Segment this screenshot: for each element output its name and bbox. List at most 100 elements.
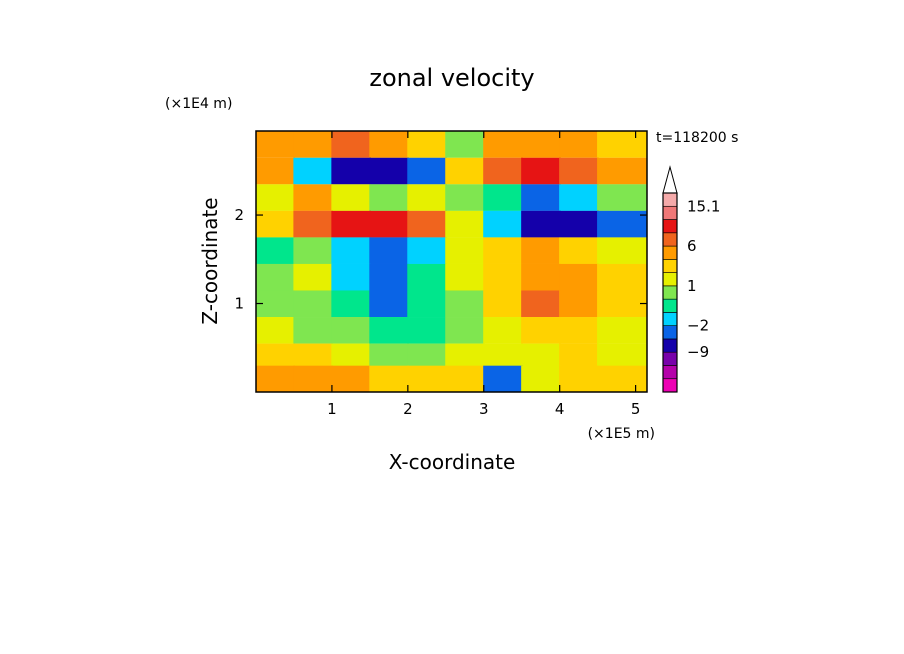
heatmap-cell xyxy=(256,184,296,211)
colorbar-label: 15.1 xyxy=(687,197,720,215)
heatmap-cell xyxy=(293,157,333,185)
heatmap-cell xyxy=(597,365,647,392)
colorbar-swatch xyxy=(662,312,678,326)
time-label: t=118200 s xyxy=(656,130,738,146)
colorbar-swatch xyxy=(662,365,678,380)
heatmap-cell xyxy=(597,317,647,344)
heatmap-cell xyxy=(331,365,371,392)
heatmap-cell xyxy=(331,290,371,318)
colorbar-swatch xyxy=(662,285,678,300)
heatmap-cell xyxy=(407,210,447,238)
heatmap-cell xyxy=(293,237,333,264)
colorbar-swatch xyxy=(662,245,678,260)
heatmap-cell xyxy=(483,157,523,185)
heatmap-cell xyxy=(559,290,599,318)
heatmap-cell xyxy=(521,184,561,211)
heatmap-cell xyxy=(293,210,333,238)
heatmap-cell xyxy=(483,263,523,291)
heatmap-cell xyxy=(559,365,599,392)
x-tick-label: 3 xyxy=(479,400,489,418)
heatmap-cell xyxy=(331,131,371,158)
heatmap-cell xyxy=(445,290,485,318)
heatmap-cell xyxy=(559,263,599,291)
heatmap-cell xyxy=(521,263,561,291)
heatmap-cell xyxy=(293,263,333,291)
heatmap-cell xyxy=(407,237,447,264)
heatmap-cell xyxy=(521,365,561,392)
x-tick-label: 1 xyxy=(327,400,337,418)
heatmap-cell xyxy=(597,290,647,318)
heatmap-cell xyxy=(445,184,485,211)
heatmap-cell xyxy=(256,263,296,291)
heatmap-cell xyxy=(331,317,371,344)
heatmap-cell xyxy=(445,263,485,291)
colorbar-swatch xyxy=(662,338,678,353)
heatmap-cell xyxy=(293,131,333,158)
chart-title: zonal velocity xyxy=(369,64,534,92)
heatmap-cell xyxy=(521,237,561,264)
heatmap-cell xyxy=(331,263,371,291)
plot-frame xyxy=(255,130,648,393)
heatmap-cell xyxy=(407,365,447,392)
heatmap-cell xyxy=(331,157,371,185)
heatmap-cell xyxy=(597,184,647,211)
heatmap-cell xyxy=(521,210,561,238)
colorbar-label: 1 xyxy=(687,277,697,295)
y-axis-label: Z-coordinate xyxy=(198,197,222,324)
heatmap-cell xyxy=(369,157,409,185)
heatmap-cell xyxy=(369,365,409,392)
heatmap-cell xyxy=(521,290,561,318)
colorbar-label: −2 xyxy=(687,317,709,335)
heatmap-cell xyxy=(331,237,371,264)
colorbar-swatch xyxy=(662,219,678,234)
colorbar-swatch xyxy=(662,272,678,287)
heatmap-cell xyxy=(521,157,561,185)
colorbar-swatch xyxy=(662,298,678,313)
heatmap-cell xyxy=(597,210,647,238)
heatmap-cell xyxy=(483,210,523,238)
heatmap-cell xyxy=(483,317,523,344)
y-axis-ticks: 12 xyxy=(234,206,647,313)
y-tick-label: 2 xyxy=(234,206,244,224)
heatmap-cell xyxy=(483,237,523,264)
heatmap-cell xyxy=(331,184,371,211)
colorbar-swatch xyxy=(662,205,678,220)
heatmap-cell xyxy=(369,317,409,344)
heatmap-cell xyxy=(559,237,599,264)
heatmap-cell xyxy=(256,237,296,264)
x-tick-label: 5 xyxy=(631,400,641,418)
colorbar-swatch xyxy=(662,378,678,393)
heatmap-cell xyxy=(293,184,333,211)
heatmap-cell xyxy=(293,290,333,318)
colorbar-swatch xyxy=(662,232,678,247)
heatmap-cell xyxy=(445,210,485,238)
colorbar-swatch xyxy=(662,259,678,273)
heatmap-cell xyxy=(597,157,647,185)
colorbar-swatch xyxy=(662,192,678,207)
heatmap-cell xyxy=(521,131,561,158)
heatmap-cell xyxy=(483,184,523,211)
heatmap-cell xyxy=(256,365,296,392)
colorbar xyxy=(662,165,678,393)
heatmap-cell xyxy=(407,157,447,185)
x-tick-label: 4 xyxy=(555,400,565,418)
heatmap-cell xyxy=(256,317,296,344)
heatmap-cell xyxy=(445,157,485,185)
heatmap-cell xyxy=(521,317,561,344)
heatmap-cell xyxy=(559,210,599,238)
heatmap-cell xyxy=(559,184,599,211)
heatmap-cell xyxy=(559,157,599,185)
colorbar-labels: 15.1 6 1 −2 −9 xyxy=(687,197,720,361)
heatmap-cell xyxy=(407,131,447,158)
heatmap-cell xyxy=(445,317,485,344)
heatmap-cell xyxy=(597,131,647,158)
heatmap-cell xyxy=(293,317,333,344)
colorbar-frame xyxy=(662,192,678,393)
heatmap-cell xyxy=(407,263,447,291)
heatmap-cell xyxy=(483,365,523,392)
heatmap-cell xyxy=(445,237,485,264)
heatmap-cell xyxy=(369,290,409,318)
x-tick-label: 2 xyxy=(403,400,413,418)
colorbar-label: 6 xyxy=(687,237,697,255)
heatmap-cell xyxy=(369,237,409,264)
